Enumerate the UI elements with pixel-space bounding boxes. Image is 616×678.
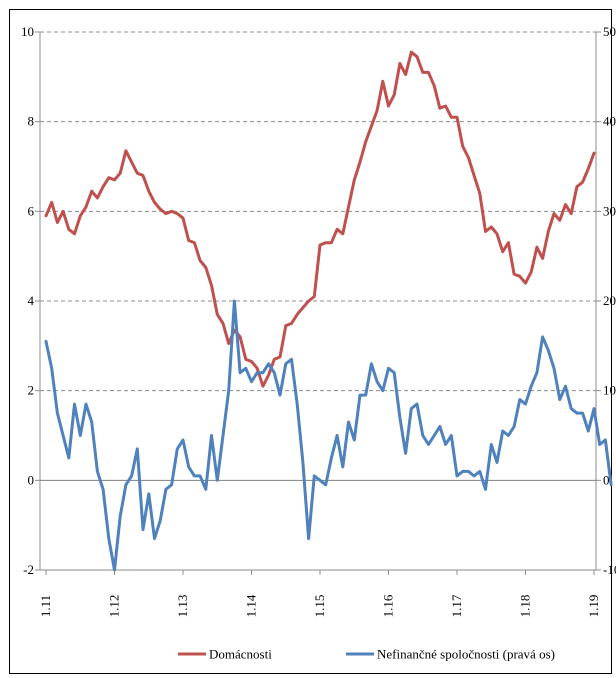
x-tick-label: 1.11 — [38, 595, 53, 617]
y-right-tick-label: 40 — [603, 114, 616, 129]
y-left-tick-label: 10 — [21, 24, 34, 39]
x-tick-label: 1.19 — [586, 595, 601, 618]
legend: Domácnosti Nefinančné spoločnosti (pravá… — [178, 647, 555, 662]
y-left-tick-label: 0 — [28, 472, 35, 487]
series-line-domacnosti — [44, 50, 596, 388]
legend-label-domacnosti: Domácnosti — [209, 647, 272, 662]
x-tick-label: 1.13 — [175, 595, 190, 618]
x-tick-label: 1.14 — [244, 594, 259, 617]
y-right-tick-label: -10 — [603, 562, 616, 577]
outer-border — [9, 9, 612, 674]
x-tick-label: 1.18 — [518, 595, 533, 618]
series-line-nefinancne — [44, 299, 613, 572]
y-left-tick-label: 8 — [28, 114, 35, 129]
y-right-tick-label: 30 — [603, 203, 616, 218]
y-right-tick-label: 0 — [603, 472, 610, 487]
legend-label-nefinancne: Nefinančné spoločnosti (pravá os) — [377, 647, 555, 662]
y-left-tick-label: 6 — [28, 203, 35, 218]
y-left-tick-label: -2 — [23, 562, 34, 577]
x-tick-label: 1.17 — [449, 594, 464, 617]
y-right-tick-label: 20 — [603, 293, 616, 308]
x-tick-label: 1.15 — [312, 595, 327, 618]
series-layer — [44, 50, 613, 572]
grid-layer — [40, 31, 596, 392]
x-tick-label: 1.12 — [107, 595, 122, 618]
y-right-tick-label: 50 — [603, 24, 616, 39]
y-left-tick-label: 2 — [28, 383, 35, 398]
x-tick-label: 1.16 — [381, 594, 396, 617]
axis-layer: -2 0 2 4 6 8 10 -10 0 10 20 30 40 50 1.11 1.12 1.13 1.14 1… — [21, 24, 616, 617]
y-left-tick-label: 4 — [28, 293, 35, 308]
y-right-tick-label: 10 — [603, 383, 616, 398]
